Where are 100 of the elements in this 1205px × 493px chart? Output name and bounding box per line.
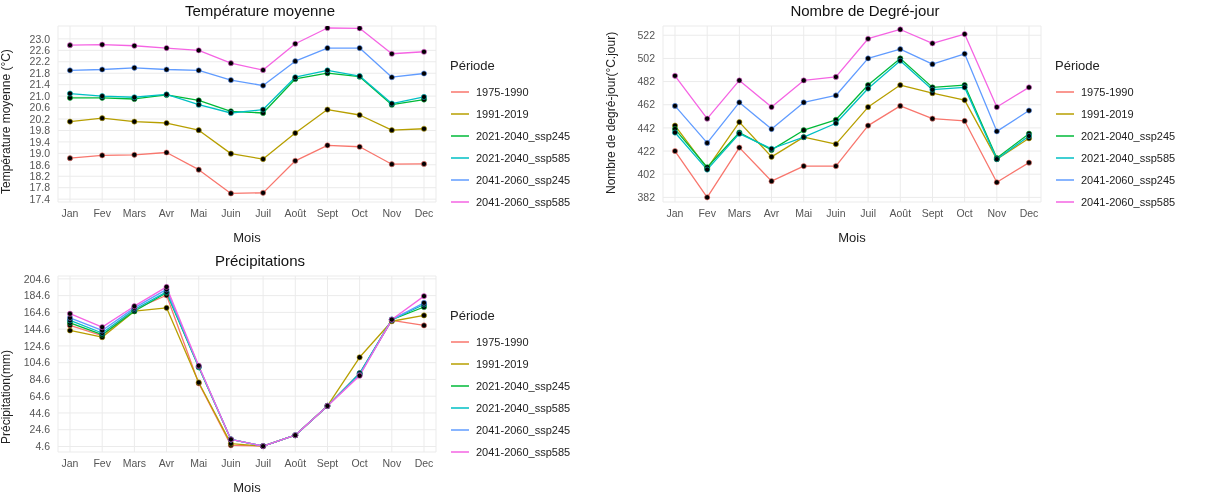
legend-label: 2021-2040_ssp585 bbox=[476, 151, 571, 164]
y-axis-title: Température moyenne (°C) bbox=[0, 49, 14, 194]
y-tick-label: 482 bbox=[637, 75, 656, 88]
x-tick-label: Sept bbox=[921, 207, 944, 220]
legend-label: 2041-2060_ssp585 bbox=[476, 445, 571, 458]
legend-label: 1975-1990 bbox=[476, 85, 529, 98]
x-tick-label: Avr bbox=[158, 207, 175, 220]
x-tick-label: Juil bbox=[255, 457, 271, 470]
legend-label: 1991-2019 bbox=[476, 107, 529, 120]
legend-label: 1975-1990 bbox=[476, 335, 529, 348]
y-tick-label: 382 bbox=[637, 191, 656, 204]
x-tick-label: Mars bbox=[727, 207, 752, 220]
y-tick-label: 462 bbox=[637, 98, 656, 111]
legend-label: 2041-2060_ssp245 bbox=[476, 423, 571, 436]
x-axis-title: Mois bbox=[838, 230, 867, 245]
y-tick-label: 18.6 bbox=[29, 158, 51, 171]
x-tick-label: Mai bbox=[190, 457, 208, 470]
x-tick-label: Fev bbox=[698, 207, 717, 220]
y-tick-label: 22.2 bbox=[29, 55, 51, 68]
legend-label: 1991-2019 bbox=[1081, 107, 1134, 120]
y-tick-label: 144.6 bbox=[23, 322, 51, 335]
x-tick-label: Fev bbox=[93, 457, 112, 470]
y-tick-label: 18.2 bbox=[29, 169, 51, 182]
x-tick-label: Sept bbox=[316, 207, 339, 220]
y-tick-label: 24.6 bbox=[29, 423, 51, 436]
y-axis-title: Nombre de degré-jour(°C.jour) bbox=[604, 31, 619, 194]
x-tick-label: Nov bbox=[382, 457, 402, 470]
y-tick-label: 184.6 bbox=[23, 289, 51, 302]
y-tick-label: 442 bbox=[637, 121, 656, 134]
y-axis-title: Précipitation(mm) bbox=[0, 349, 14, 444]
y-tick-label: 23.0 bbox=[29, 32, 51, 45]
x-tick-label: Dec bbox=[414, 207, 434, 220]
x-tick-label: Juin bbox=[826, 207, 846, 220]
y-tick-label: 17.4 bbox=[29, 192, 51, 205]
legend-label: 2041-2060_ssp245 bbox=[476, 173, 571, 186]
x-tick-label: Mai bbox=[795, 207, 813, 220]
x-tick-label: Avr bbox=[158, 457, 175, 470]
x-tick-label: Mai bbox=[190, 207, 208, 220]
y-tick-label: 21.4 bbox=[29, 78, 51, 91]
y-tick-label: 124.6 bbox=[23, 339, 51, 352]
y-tick-label: 44.6 bbox=[29, 406, 51, 419]
y-tick-label: 20.6 bbox=[29, 101, 51, 114]
legend-label: 2021-2040_ssp585 bbox=[476, 401, 571, 414]
x-tick-label: Nov bbox=[382, 207, 402, 220]
x-tick-label: Oct bbox=[351, 207, 368, 220]
x-tick-label: Jan bbox=[666, 207, 684, 220]
y-tick-label: 19.0 bbox=[29, 147, 51, 160]
y-tick-label: 17.8 bbox=[29, 181, 51, 194]
x-tick-label: Fev bbox=[93, 207, 112, 220]
chart-title: Nombre de Degré-jour bbox=[789, 2, 941, 19]
legend-label: 2041-2060_ssp585 bbox=[1081, 195, 1176, 208]
x-tick-label: Août bbox=[889, 207, 912, 220]
y-tick-label: 422 bbox=[637, 144, 656, 157]
x-tick-label: Août bbox=[284, 457, 307, 470]
y-tick-label: 84.6 bbox=[29, 373, 51, 386]
legend-label: 2021-2040_ssp245 bbox=[476, 379, 571, 392]
legend-label: 2041-2060_ssp585 bbox=[476, 195, 571, 208]
legend-label: 2021-2040_ssp245 bbox=[476, 129, 571, 142]
x-axis-title: Mois bbox=[233, 230, 262, 245]
x-tick-label: Nov bbox=[987, 207, 1007, 220]
legend-label: 2021-2040_ssp585 bbox=[1081, 151, 1176, 164]
y-tick-label: 19.4 bbox=[29, 135, 51, 148]
x-tick-label: Juil bbox=[860, 207, 876, 220]
x-tick-label: Mars bbox=[122, 457, 147, 470]
x-tick-label: Juin bbox=[221, 457, 241, 470]
y-tick-label: 21.0 bbox=[29, 89, 51, 102]
legend-label: 1975-1990 bbox=[1081, 85, 1134, 98]
chart-title: Température moyenne bbox=[183, 2, 337, 19]
y-tick-label: 19.8 bbox=[29, 124, 51, 137]
legend-label: 2021-2040_ssp245 bbox=[1081, 129, 1176, 142]
chart-title: Précipitations bbox=[213, 252, 306, 269]
legend-title: Période bbox=[450, 307, 496, 323]
y-tick-label: 164.6 bbox=[23, 306, 51, 319]
x-tick-label: Jan bbox=[61, 207, 79, 220]
y-tick-label: 522 bbox=[637, 28, 656, 41]
y-tick-label: 502 bbox=[637, 52, 656, 65]
legend-label: 1991-2019 bbox=[476, 357, 529, 370]
x-tick-label: Août bbox=[284, 207, 307, 220]
x-tick-label: Juin bbox=[221, 207, 241, 220]
y-tick-label: 204.6 bbox=[23, 272, 51, 285]
y-tick-label: 20.2 bbox=[29, 112, 51, 125]
x-tick-label: Dec bbox=[1019, 207, 1039, 220]
x-axis-title: Mois bbox=[233, 480, 262, 493]
legend-title: Période bbox=[1055, 57, 1101, 73]
y-tick-label: 22.6 bbox=[29, 44, 51, 57]
x-tick-label: Sept bbox=[316, 457, 339, 470]
x-tick-label: Avr bbox=[763, 207, 780, 220]
x-tick-label: Oct bbox=[956, 207, 973, 220]
x-tick-label: Oct bbox=[351, 457, 368, 470]
x-tick-label: Jan bbox=[61, 457, 79, 470]
x-tick-label: Juil bbox=[255, 207, 271, 220]
x-tick-label: Dec bbox=[414, 457, 434, 470]
legend-label: 2041-2060_ssp245 bbox=[1081, 173, 1176, 186]
legend-title: Période bbox=[450, 57, 496, 73]
y-tick-label: 64.6 bbox=[29, 389, 51, 402]
y-tick-label: 21.8 bbox=[29, 66, 51, 79]
y-tick-label: 4.6 bbox=[35, 440, 51, 453]
y-tick-label: 402 bbox=[637, 167, 656, 180]
x-tick-label: Mars bbox=[122, 207, 147, 220]
y-tick-label: 104.6 bbox=[23, 356, 51, 369]
